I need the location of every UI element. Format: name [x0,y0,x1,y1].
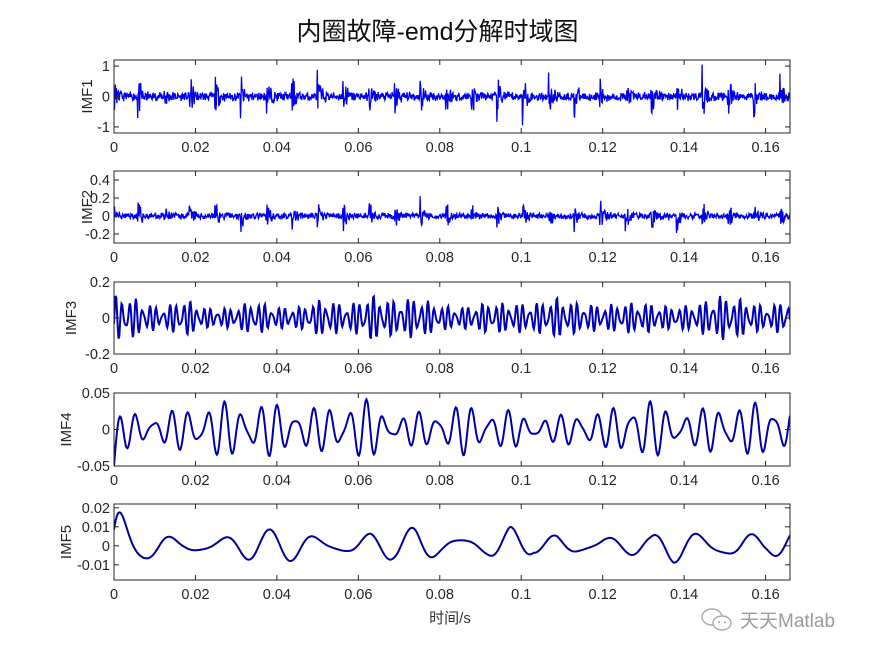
x-tick-label: 0.12 [589,140,617,156]
signal-line [114,64,790,126]
x-tick-label: 0.12 [589,250,617,266]
x-tick-label: 0.12 [589,587,617,603]
subplot-imf2: 0 0.02 0.04 0.06 0.08 0.1 0.12 0.14 0.16-0.200.2… [79,170,791,266]
x-tick-label: 0.02 [181,250,209,266]
x-tick-label: 0.06 [344,250,372,266]
x-tick-label: 0.08 [426,587,454,603]
y-tick-label: -0.2 [85,347,110,363]
y-tick-label: 0 [102,311,110,327]
x-tick-label: 0.04 [263,587,291,603]
x-tick-label: 0 [110,361,118,377]
x-tick-label: 0 [110,250,118,266]
wechat-icon [701,607,732,631]
chart-title: 内圈故障-emd分解时域图 [296,18,579,46]
x-tick-label: 0.14 [670,361,698,377]
x-tick-label: 0.04 [263,250,291,266]
y-axis-label: IMF2 [79,190,96,224]
x-tick-label: 0.14 [670,473,698,489]
x-tick-label: 0.08 [426,361,454,377]
x-tick-label: 0.08 [426,140,454,156]
x-tick-label: 0 [110,473,118,489]
x-tick-label: 0.16 [751,473,779,489]
x-tick-label: 0.02 [181,473,209,489]
y-tick-label: 0.05 [82,386,110,402]
subplot-imf5: 0 0.02 0.04 0.06 0.08 0.1 0.12 0.14 0.16-0.0100.… [58,501,791,603]
signal-line [114,196,790,234]
x-tick-label: 0.16 [751,587,779,603]
y-tick-label: -0.05 [77,459,110,475]
x-tick-label: 0.04 [263,140,291,156]
y-tick-label: -1 [97,120,110,136]
x-tick-label: 0.1 [511,361,531,377]
y-tick-label: 1 [102,59,110,75]
x-tick-label: 0.06 [344,140,372,156]
y-tick-label: 0 [102,209,110,225]
signal-line [114,294,790,341]
signal-line [114,397,790,466]
x-tick-label: 0.06 [344,361,372,377]
x-tick-label: 0.1 [511,473,531,489]
y-axis-label: IMF5 [58,525,75,559]
x-tick-label: 0.14 [670,587,698,603]
x-tick-label: 0.16 [751,250,779,266]
x-tick-label: 0.08 [426,473,454,489]
y-tick-label: -0.2 [85,227,110,243]
y-tick-label: 0.2 [90,275,110,291]
signal-line [114,511,790,564]
x-tick-label: 0.16 [751,140,779,156]
x-tick-label: 0.02 [181,361,209,377]
x-tick-label: 0 [110,587,118,603]
x-tick-label: 0.08 [426,250,454,266]
x-tick-label: 0.12 [589,473,617,489]
x-tick-label: 0.06 [344,587,372,603]
y-axis-label: IMF4 [58,412,75,446]
y-tick-label: 0 [102,90,110,106]
x-tick-label: 0 [110,140,118,156]
x-tick-label: 0.02 [181,587,209,603]
y-axis-label: IMF3 [63,301,80,335]
axes-box [113,170,791,244]
x-tick-label: 0.02 [181,140,209,156]
x-tick-label: 0.14 [670,250,698,266]
x-tick-label: 0.06 [344,473,372,489]
watermark: 天天Matlab [700,606,835,633]
y-axis-label: IMF1 [79,79,96,113]
x-tick-label: 0.1 [511,250,531,266]
x-tick-label: 0.1 [511,140,531,156]
y-tick-label: 0 [102,423,110,439]
y-tick-label: 0.01 [82,520,110,536]
x-tick-label: 0.04 [263,473,291,489]
y-tick-label: 0.02 [82,501,110,517]
x-axis-label: 时间/s [429,610,471,627]
y-tick-label: 0.4 [90,173,110,189]
x-tick-label: 0.12 [589,361,617,377]
subplot-imf3: 0 0.02 0.04 0.06 0.08 0.1 0.12 0.14 0.16-0.200.2… [63,275,791,377]
x-tick-label: 0.1 [511,587,531,603]
y-tick-label: 0.2 [90,191,110,207]
axes-box [113,503,791,581]
x-tick-label: 0.04 [263,361,291,377]
y-tick-label: -0.01 [77,558,110,574]
x-tick-label: 0.16 [751,361,779,377]
y-tick-label: 0 [102,539,110,555]
watermark-text: 天天Matlab [740,611,836,632]
subplot-imf4: 0 0.02 0.04 0.06 0.08 0.1 0.12 0.14 0.16-0.0500.… [58,386,791,489]
x-tick-label: 0.14 [670,140,698,156]
